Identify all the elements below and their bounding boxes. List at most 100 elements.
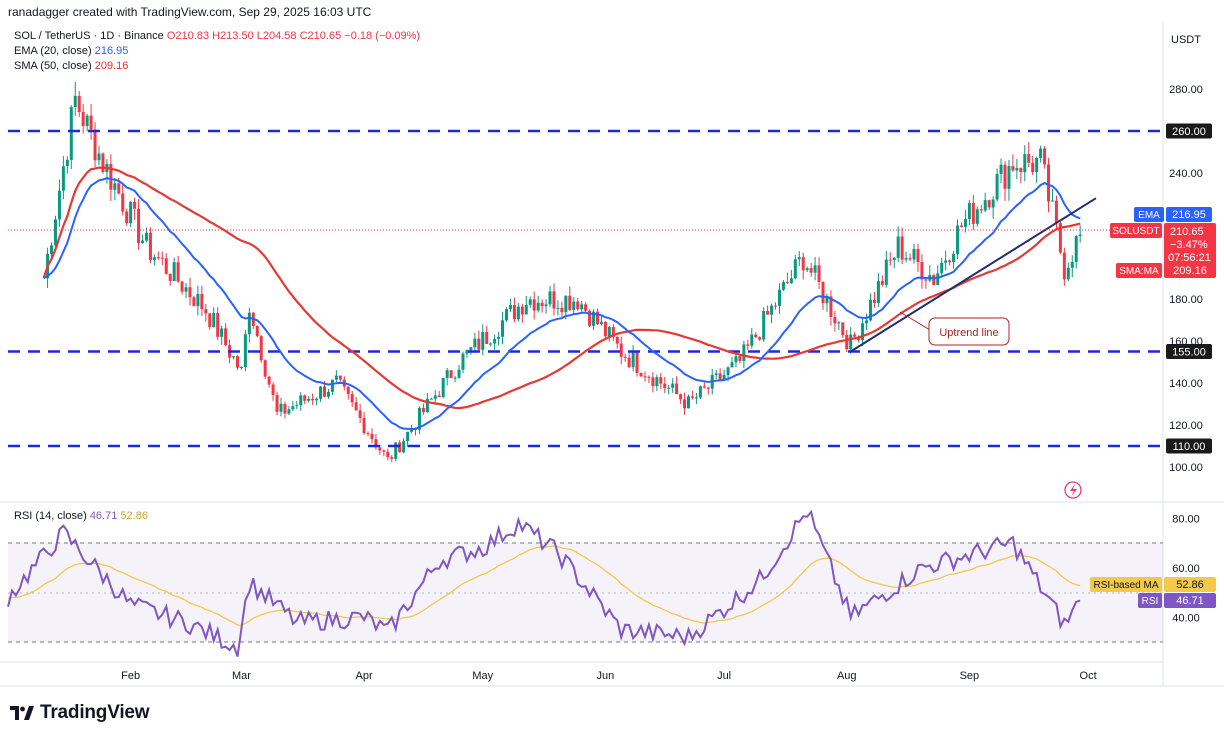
lightning-icon[interactable] <box>1064 481 1082 499</box>
candle-body <box>224 328 228 346</box>
candle-body <box>520 306 524 315</box>
candle-body <box>560 307 564 313</box>
candle-body <box>212 312 216 328</box>
candle-body <box>781 282 785 290</box>
candle-body <box>461 353 465 370</box>
candle-body <box>497 336 501 339</box>
candle-body <box>93 129 97 161</box>
sma-badge-label: SMA:MA <box>1119 266 1159 277</box>
rsi-legend[interactable]: RSI (14, close) 46.71 52.86 <box>14 510 148 522</box>
candle-body <box>148 232 152 260</box>
candle-body <box>595 311 599 325</box>
candle-body <box>121 193 125 212</box>
candle-body <box>603 321 607 337</box>
candle-body <box>295 405 299 407</box>
price-tick-label: 180.00 <box>1169 294 1203 306</box>
level-badge <box>1166 438 1212 454</box>
candle-body <box>200 293 204 310</box>
candle-body <box>1043 148 1047 165</box>
candle-body <box>785 282 789 284</box>
candle-body <box>243 334 247 367</box>
candle-body <box>611 326 615 337</box>
candle-body <box>576 301 580 310</box>
candle-body <box>235 356 239 368</box>
symbol-legend[interactable]: SOL / TetherUS · 1D · Binance O210.83 H2… <box>14 30 420 42</box>
candle-body <box>837 322 841 324</box>
candle-body <box>647 376 651 378</box>
time-tick-label: Feb <box>121 670 140 682</box>
candle-body <box>1058 223 1062 253</box>
candle-body <box>904 258 908 260</box>
rsi-tick-label: 80.00 <box>1172 513 1200 525</box>
candle-body <box>643 376 647 378</box>
candle-body <box>374 439 378 448</box>
candle-body <box>979 209 983 211</box>
candle-body <box>805 268 809 271</box>
candle-body <box>77 95 81 113</box>
candle-body <box>849 334 853 350</box>
uptrend-callout[interactable]: Uptrend line <box>899 311 1010 346</box>
candle-body <box>366 433 370 435</box>
ema-legend[interactable]: EMA (20, close) 216.95 <box>14 45 128 57</box>
candle-body <box>793 259 797 279</box>
candle-body <box>572 301 576 310</box>
candle-body <box>568 295 572 310</box>
candle-body <box>291 406 295 410</box>
candle-body <box>924 279 928 281</box>
candle-body <box>101 153 105 173</box>
candle-body <box>453 377 457 379</box>
candle-body <box>841 322 845 335</box>
candle-body <box>315 398 319 401</box>
price-tick-label: 280.00 <box>1169 84 1203 96</box>
rsi-badge-label: RSI <box>1142 596 1159 607</box>
candle-body <box>489 343 493 345</box>
candle-body <box>651 377 655 387</box>
candle-body <box>117 183 121 194</box>
candle-body <box>275 395 279 412</box>
candle-body <box>1039 148 1043 158</box>
rsi-ma-badge: RSI-based MA 52.86 <box>1090 577 1216 592</box>
candle-body <box>801 257 805 271</box>
open-value: O210.83 <box>166 30 210 42</box>
time-tick-label: Sep <box>960 670 980 682</box>
candle-body <box>872 299 876 303</box>
candle-body <box>425 398 429 413</box>
candle-body <box>1054 200 1058 224</box>
candle-body <box>410 428 414 432</box>
candle-body <box>65 159 69 167</box>
level-badge <box>1166 344 1212 359</box>
candle-body <box>1003 164 1007 189</box>
tradingview-brand: TradingView <box>40 702 150 723</box>
sma-legend[interactable]: SMA (50, close) 209.16 <box>14 60 128 72</box>
candle-body <box>615 336 619 344</box>
candle-body <box>1070 261 1074 268</box>
candle-body <box>394 442 398 459</box>
candle-body <box>53 219 57 246</box>
candle-body <box>956 225 960 254</box>
candle-body <box>564 295 568 313</box>
candle-body <box>85 115 89 126</box>
last-price-badge: SOLUSDT 210.65 −3.47% 07:56:21 <box>1110 223 1216 265</box>
candle-body <box>809 268 813 273</box>
candle-body <box>1031 162 1035 173</box>
candle-body <box>940 262 944 274</box>
candle-body <box>457 369 461 378</box>
candle-body <box>714 373 718 376</box>
candle-body <box>524 304 528 315</box>
candle-body <box>378 447 382 451</box>
candle-body <box>623 356 627 358</box>
candle-body <box>552 291 556 309</box>
candle-body <box>358 410 362 418</box>
candle-body <box>473 338 477 348</box>
candle-body <box>952 253 956 263</box>
candle-body <box>971 202 975 224</box>
candle-body <box>936 273 940 285</box>
candle-body <box>880 281 884 285</box>
candle-body <box>1074 236 1078 262</box>
candle-body <box>61 166 65 191</box>
candle-body <box>655 377 659 387</box>
tradingview-logo[interactable]: TradingView <box>10 702 150 724</box>
candle-body <box>311 398 315 401</box>
ema-badge: EMA 216.95 <box>1134 207 1212 222</box>
